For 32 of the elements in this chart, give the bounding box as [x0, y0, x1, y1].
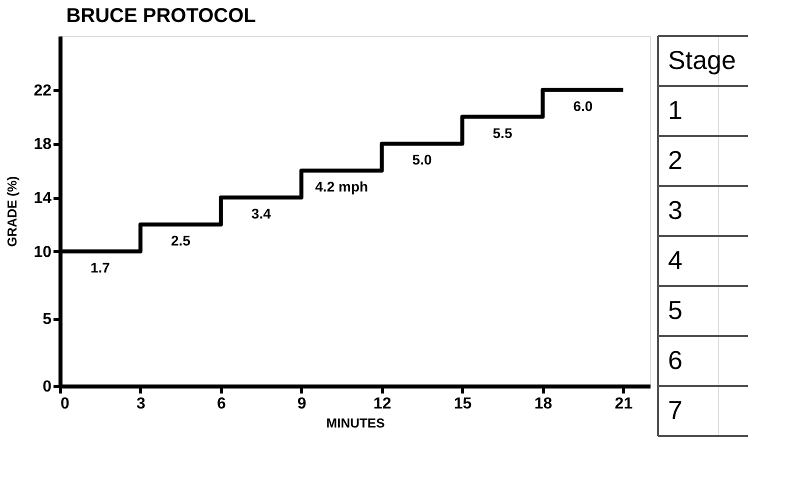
text: Stage [668, 45, 736, 75]
annotation: 5.0 [412, 152, 432, 168]
text: 3 [668, 195, 682, 225]
x-tick-label: 3 [136, 396, 146, 412]
x-tick-label: 15 [454, 396, 472, 412]
annotation: 3.4 [251, 206, 272, 222]
x-tick-label: 9 [297, 396, 306, 412]
x-tick-label: 6 [216, 396, 226, 412]
y-tick-label: 18 [34, 136, 52, 154]
annotation: 5.5 [492, 124, 512, 141]
y-tick-label: 0 [42, 378, 52, 396]
annotation: 1.7 [90, 259, 110, 276]
text: 5 [668, 295, 682, 325]
text: 6 [668, 345, 682, 375]
y-tick-label: 22 [34, 82, 52, 100]
annotation: 4.2 mph [315, 178, 368, 195]
text: 4 [668, 245, 682, 275]
text: 2 [668, 145, 682, 175]
x-axis-title: MINUTES [326, 416, 386, 430]
x-tick-label: 0 [60, 396, 70, 412]
y-tick-label: 10 [34, 244, 52, 261]
y-tick-label: 5 [42, 311, 52, 328]
y-axis-title: GRADE (%) [4, 176, 20, 247]
x-tick-label: 18 [534, 396, 552, 412]
chart-title: BRUCE PROTOCOL [66, 5, 256, 27]
y-tick-label: 14 [34, 190, 52, 208]
text: 7 [668, 395, 682, 425]
x-tick-label: 12 [373, 396, 392, 412]
annotation: 6.0 [573, 98, 593, 114]
text: 1 [668, 95, 682, 125]
annotation: 2.5 [170, 232, 191, 248]
x-tick-label: 21 [614, 396, 633, 412]
